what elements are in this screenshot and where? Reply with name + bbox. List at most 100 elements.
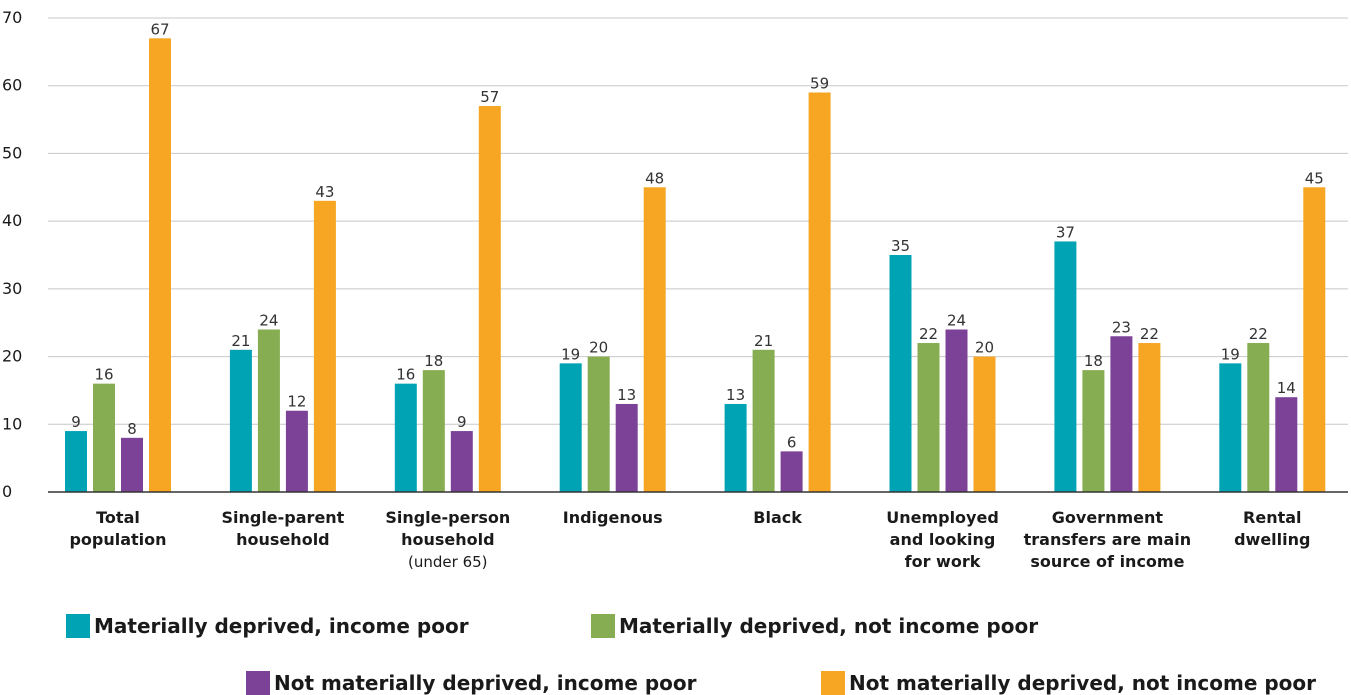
legend-label: Materially deprived, not income poor bbox=[619, 614, 1039, 638]
data-label: 45 bbox=[1305, 169, 1324, 187]
x-tick-label: Indigenous bbox=[563, 508, 663, 527]
y-tick-label: 30 bbox=[2, 279, 22, 298]
bar bbox=[1110, 336, 1133, 492]
legend-item-series-1: Materially deprived, income poor bbox=[66, 614, 469, 638]
bar bbox=[752, 349, 775, 492]
x-tick-label: Black bbox=[753, 508, 802, 527]
data-label: 18 bbox=[1084, 352, 1103, 370]
y-tick-label: 70 bbox=[2, 8, 22, 27]
data-label: 43 bbox=[315, 183, 334, 201]
bar bbox=[615, 403, 638, 492]
legend-swatch-green bbox=[591, 614, 615, 638]
bar bbox=[643, 187, 666, 493]
data-label: 19 bbox=[561, 345, 580, 363]
bar bbox=[945, 329, 968, 492]
data-label: 18 bbox=[424, 352, 443, 370]
data-label: 48 bbox=[645, 169, 664, 187]
data-label: 13 bbox=[617, 386, 636, 404]
data-label: 24 bbox=[259, 311, 278, 329]
bar bbox=[1219, 363, 1242, 492]
bar bbox=[422, 370, 445, 492]
legend-label: Not materially deprived, not income poor bbox=[849, 671, 1317, 695]
bar bbox=[1247, 343, 1270, 492]
bar bbox=[394, 383, 417, 492]
bar bbox=[93, 383, 115, 492]
x-tick-label: Single-parent bbox=[221, 508, 344, 527]
x-tick-label: Rental bbox=[1243, 508, 1302, 527]
legend-item-series-2: Materially deprived, not income poor bbox=[591, 614, 1038, 638]
x-tick-label: household bbox=[401, 530, 494, 549]
data-label: 20 bbox=[975, 339, 994, 357]
bar bbox=[559, 363, 582, 492]
bar bbox=[889, 255, 912, 492]
x-axis: Total population Single-parent household Sin… bbox=[48, 491, 1348, 571]
bar bbox=[285, 410, 308, 492]
y-tick-label: 20 bbox=[2, 347, 22, 366]
data-label: 9 bbox=[71, 413, 81, 431]
bar bbox=[917, 343, 940, 492]
data-label: 9 bbox=[457, 413, 467, 431]
legend-label: Materially deprived, income poor bbox=[94, 614, 469, 638]
data-label: 21 bbox=[231, 332, 250, 350]
x-tick-label: source of income bbox=[1030, 552, 1184, 571]
y-tick-label: 60 bbox=[2, 76, 22, 95]
bar bbox=[450, 431, 473, 492]
data-label: 57 bbox=[480, 88, 499, 106]
y-axis: 0 10 20 30 40 50 60 70 bbox=[2, 8, 22, 501]
legend-swatch-orange bbox=[821, 671, 845, 695]
bar bbox=[808, 92, 831, 492]
bar bbox=[65, 431, 87, 492]
bar-chart: 0 10 20 30 40 50 60 70 9 16 8 67 21 24 12 43 16 18 9 57 19 2… bbox=[2, 8, 1348, 571]
bar bbox=[587, 356, 610, 492]
data-label: 23 bbox=[1112, 318, 1131, 336]
data-label: 22 bbox=[919, 325, 938, 343]
x-tick-label: Total bbox=[96, 508, 140, 527]
data-label: 14 bbox=[1277, 379, 1296, 397]
x-tick-label: Unemployed bbox=[886, 508, 999, 527]
y-tick-label: 0 bbox=[2, 482, 12, 501]
bar bbox=[1138, 343, 1161, 492]
data-label: 8 bbox=[127, 420, 137, 438]
data-label: 16 bbox=[396, 366, 415, 384]
bar bbox=[1303, 187, 1326, 493]
bar bbox=[780, 451, 803, 492]
data-label: 22 bbox=[1140, 325, 1159, 343]
data-label: 12 bbox=[287, 393, 306, 411]
x-tick-label: Single-person bbox=[385, 508, 510, 527]
data-label: 35 bbox=[891, 237, 910, 255]
bar bbox=[724, 403, 747, 492]
legend-swatch-purple bbox=[246, 671, 270, 695]
x-tick-label: Government bbox=[1052, 508, 1164, 527]
bar bbox=[1082, 370, 1105, 492]
legend-item-series-3: Not materially deprived, income poor bbox=[246, 671, 697, 695]
y-tick-label: 40 bbox=[2, 211, 22, 230]
y-tick-label: 50 bbox=[2, 143, 22, 162]
data-label: 20 bbox=[589, 339, 608, 357]
x-tick-label: dwelling bbox=[1234, 530, 1310, 549]
bar bbox=[149, 38, 171, 493]
x-tick-label: population bbox=[69, 530, 166, 549]
x-tick-label: transfers are main bbox=[1024, 530, 1192, 549]
data-label: 13 bbox=[726, 386, 745, 404]
data-label: 59 bbox=[810, 74, 829, 92]
legend-label: Not materially deprived, income poor bbox=[274, 671, 697, 695]
legend-item-series-4: Not materially deprived, not income poor bbox=[821, 671, 1316, 695]
data-label: 24 bbox=[947, 311, 966, 329]
y-tick-label: 10 bbox=[2, 414, 22, 433]
bar bbox=[121, 437, 143, 492]
bars: 9 16 8 67 21 24 12 43 16 18 9 57 19 20 13 48 13 21 6 59 35 22… bbox=[65, 20, 1326, 493]
data-label: 6 bbox=[787, 433, 797, 451]
data-label: 21 bbox=[754, 332, 773, 350]
bar bbox=[313, 200, 336, 493]
bar bbox=[257, 329, 280, 492]
bar bbox=[478, 106, 501, 493]
data-label: 22 bbox=[1249, 325, 1268, 343]
x-tick-label: for work bbox=[905, 552, 981, 571]
data-label: 37 bbox=[1056, 223, 1075, 241]
x-tick-label: and looking bbox=[890, 530, 996, 549]
data-label: 67 bbox=[150, 20, 169, 38]
bar bbox=[973, 356, 996, 492]
x-tick-label: (under 65) bbox=[408, 553, 488, 571]
data-label: 19 bbox=[1221, 345, 1240, 363]
bar bbox=[1054, 241, 1077, 492]
